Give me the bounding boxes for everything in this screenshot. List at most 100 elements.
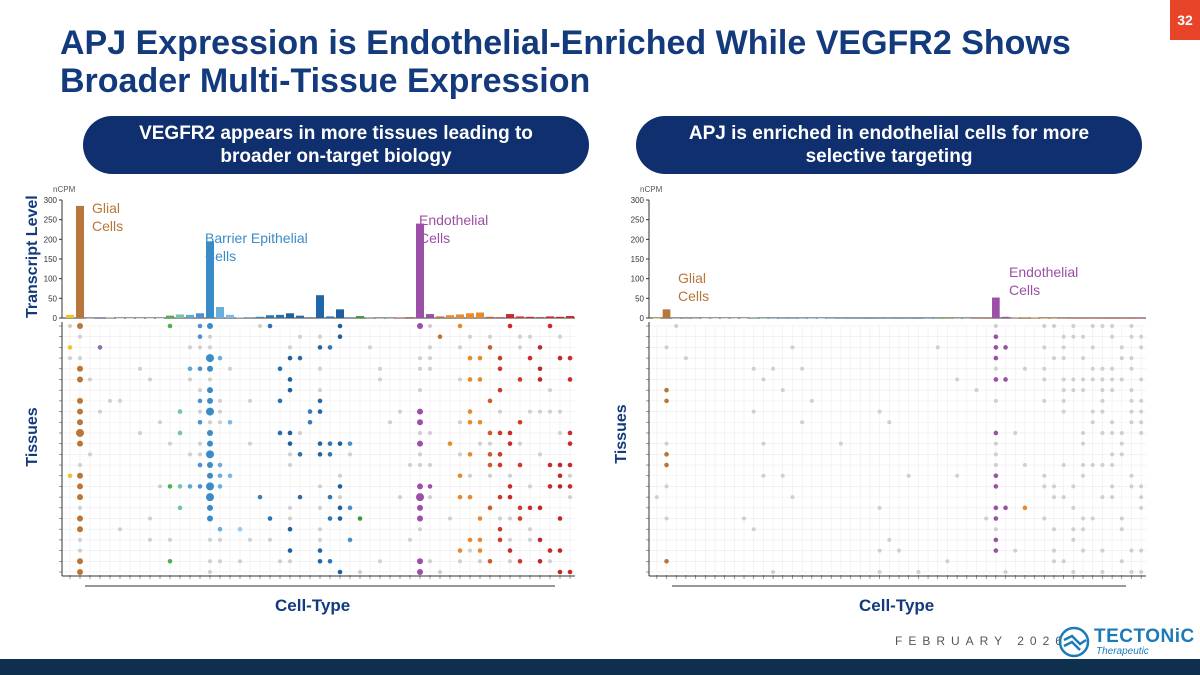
tissue-dot xyxy=(664,441,669,446)
tissue-dot xyxy=(418,463,422,468)
tissue-dot xyxy=(1022,463,1027,468)
right-endothelial-line1: Endothelial xyxy=(1009,264,1078,280)
left-endothelial-line2: Cells xyxy=(419,230,450,246)
tissue-dot xyxy=(298,430,302,435)
tissue-dot xyxy=(517,559,523,564)
tissue-dot xyxy=(307,419,313,425)
tissue-dot xyxy=(477,355,483,361)
bar xyxy=(1030,317,1039,319)
bar xyxy=(386,318,394,319)
tissue-dot xyxy=(67,473,73,479)
y-tick-label: 0 xyxy=(53,314,58,323)
bar xyxy=(436,316,444,318)
tissue-dot xyxy=(327,452,333,457)
tissue-dot xyxy=(237,526,243,532)
tissue-dot xyxy=(517,377,523,382)
bar xyxy=(246,317,254,318)
tissue-dot xyxy=(527,505,533,511)
tissue-dot xyxy=(548,388,552,393)
tissue-dot xyxy=(887,537,892,542)
tissue-dot xyxy=(507,548,513,553)
tissue-dot xyxy=(167,484,173,489)
bar xyxy=(176,314,184,318)
tissue-dot xyxy=(935,345,940,350)
tissue-dot xyxy=(1119,345,1124,350)
tissue-dot xyxy=(1110,366,1115,371)
tissue-dot xyxy=(417,483,423,490)
tissue-dot xyxy=(218,398,222,403)
tissue-dot xyxy=(1110,388,1115,393)
tissue-dot xyxy=(558,430,562,435)
tissue-dot xyxy=(1129,570,1134,574)
tissue-dot xyxy=(537,559,543,564)
bar xyxy=(1050,318,1058,319)
bar xyxy=(1098,318,1107,319)
tissue-dot xyxy=(527,355,533,361)
tissue-dot xyxy=(1051,484,1056,489)
tissue-dot xyxy=(557,484,563,489)
tissue-dot xyxy=(557,462,563,468)
bar xyxy=(875,318,884,319)
tissue-dot xyxy=(1061,356,1066,361)
tissue-dot xyxy=(317,409,323,414)
tissue-dot xyxy=(158,484,162,489)
tissue-dot xyxy=(208,537,212,542)
tissue-dot xyxy=(1100,398,1105,403)
tissue-dot xyxy=(1129,484,1134,489)
tissue-dot xyxy=(1110,430,1115,435)
tissue-dot xyxy=(751,409,756,414)
tissue-dot xyxy=(558,334,562,339)
tissue-dot xyxy=(1051,527,1056,532)
tissue-dot xyxy=(538,452,542,457)
tissue-dot xyxy=(1139,484,1144,489)
tissue-dot xyxy=(488,441,492,446)
tissue-dot xyxy=(208,559,212,564)
tissue-dot xyxy=(457,323,463,329)
y-tick-label: 200 xyxy=(631,235,645,244)
tissue-dot xyxy=(1071,334,1076,339)
tissue-dot xyxy=(428,356,432,361)
tissue-dot xyxy=(906,473,911,478)
tissue-dot xyxy=(77,569,83,575)
tissue-dot xyxy=(548,409,552,414)
tissue-dot xyxy=(248,537,252,542)
tissue-dot xyxy=(1081,377,1086,382)
tissue-dot xyxy=(1090,409,1095,414)
tissue-dot xyxy=(207,472,213,479)
tissue-dot xyxy=(1119,452,1124,457)
bar xyxy=(126,318,134,319)
tissue-dot xyxy=(427,484,433,489)
bar xyxy=(914,318,923,319)
tissue-dot xyxy=(1100,495,1105,500)
tissue-dot xyxy=(177,430,183,436)
tissue-dot xyxy=(1119,559,1124,564)
tissue-dot xyxy=(1100,409,1105,414)
tissue-dot xyxy=(507,441,513,446)
tissue-dot xyxy=(388,420,392,425)
tissue-dot xyxy=(1013,548,1018,553)
tissue-dot xyxy=(838,441,843,446)
y-tick-label: 100 xyxy=(44,275,58,284)
tissue-dot xyxy=(547,323,553,329)
tissue-dot xyxy=(78,463,82,468)
tissue-dot xyxy=(664,452,669,457)
tissue-dot xyxy=(338,495,342,500)
tissue-dot xyxy=(428,463,432,468)
tissue-dot xyxy=(507,484,513,489)
bar xyxy=(711,318,719,319)
bar xyxy=(953,318,961,319)
tissue-dot xyxy=(188,377,192,382)
tissue-dot xyxy=(468,548,472,553)
tissue-dot xyxy=(1139,398,1144,403)
tissue-dot xyxy=(1139,420,1144,425)
tissue-dot xyxy=(357,516,363,521)
tissue-dot xyxy=(1139,377,1144,382)
tissue-dot xyxy=(1110,334,1115,339)
tissue-dot xyxy=(497,366,503,372)
tissue-dot xyxy=(206,482,214,491)
tissue-dot xyxy=(267,323,273,329)
tissue-dot xyxy=(1051,548,1056,553)
tissue-dot xyxy=(207,323,213,329)
tissue-dot xyxy=(398,495,402,500)
